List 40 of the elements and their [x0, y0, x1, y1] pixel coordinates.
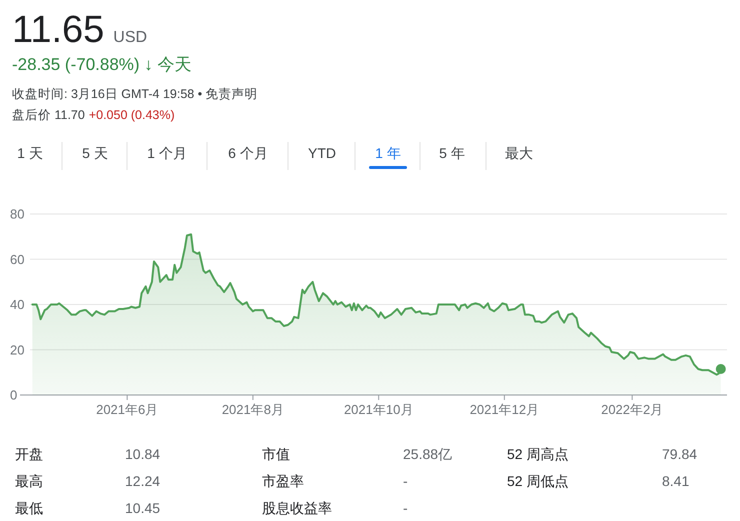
x-tick-label: 2021年6月 [96, 402, 158, 417]
title: 11.65 [12, 9, 104, 51]
stat-name-label: 市盈率 [262, 473, 304, 489]
tab-label: 6 个月 [228, 145, 268, 161]
y-tick-label: 40 [10, 297, 24, 312]
x-tick-label: 2021年10月 [344, 402, 414, 417]
stat-value-label: 8.41 [662, 473, 690, 489]
stat-value-label: 10.84 [125, 446, 160, 462]
tab-label: 5 天 [82, 145, 108, 161]
after-hours-change-label: +0.050 (0.43%) [88, 108, 175, 122]
stat-value-label: 25.88亿 [403, 446, 452, 462]
tab-label: 5 年 [439, 145, 465, 161]
y-tick-label: 80 [10, 206, 24, 222]
x-tick-label: 2021年8月 [222, 402, 284, 417]
y-tick-label: 60 [10, 252, 24, 267]
stat-value-label: 79.84 [662, 446, 698, 462]
x-tick-label: 2022年2月 [601, 402, 664, 417]
tab-label: 1 个月 [147, 145, 187, 161]
tab-label: 1 年 [375, 145, 401, 161]
stat-value-label: - [403, 473, 408, 489]
after-hours-label: 盘后价 11.70 [12, 108, 85, 122]
y-tick-label: 20 [10, 342, 24, 358]
y-tick-label: 0 [10, 388, 18, 402]
stat-name-label: 最高 [15, 473, 43, 489]
stat-value-label: 10.45 [125, 500, 160, 516]
stat-name-label: 股息收益率 [262, 500, 332, 516]
tab-label: 1 天 [17, 145, 43, 161]
stat-value-label: - [403, 500, 408, 516]
stat-name-label: 市值 [262, 446, 290, 462]
note-label: 收盘时间: 3月16日 GMT-4 19:58 • 免责声明 [12, 87, 258, 101]
tab-label: 最大 [505, 145, 533, 161]
stat-name-label: 52 周高点 [507, 446, 568, 462]
change-label: -28.35 (-70.88%) ↓ 今天 [12, 55, 192, 74]
tab-label: YTD [308, 145, 336, 161]
stat-name-label: 最低 [15, 500, 43, 516]
subtitle: USD [113, 29, 148, 46]
stat-value-label: 12.24 [125, 473, 160, 489]
stat-name-label: 52 周低点 [507, 473, 568, 489]
stat-name-label: 开盘 [15, 446, 43, 462]
x-tick-label: 2021年12月 [470, 402, 540, 417]
